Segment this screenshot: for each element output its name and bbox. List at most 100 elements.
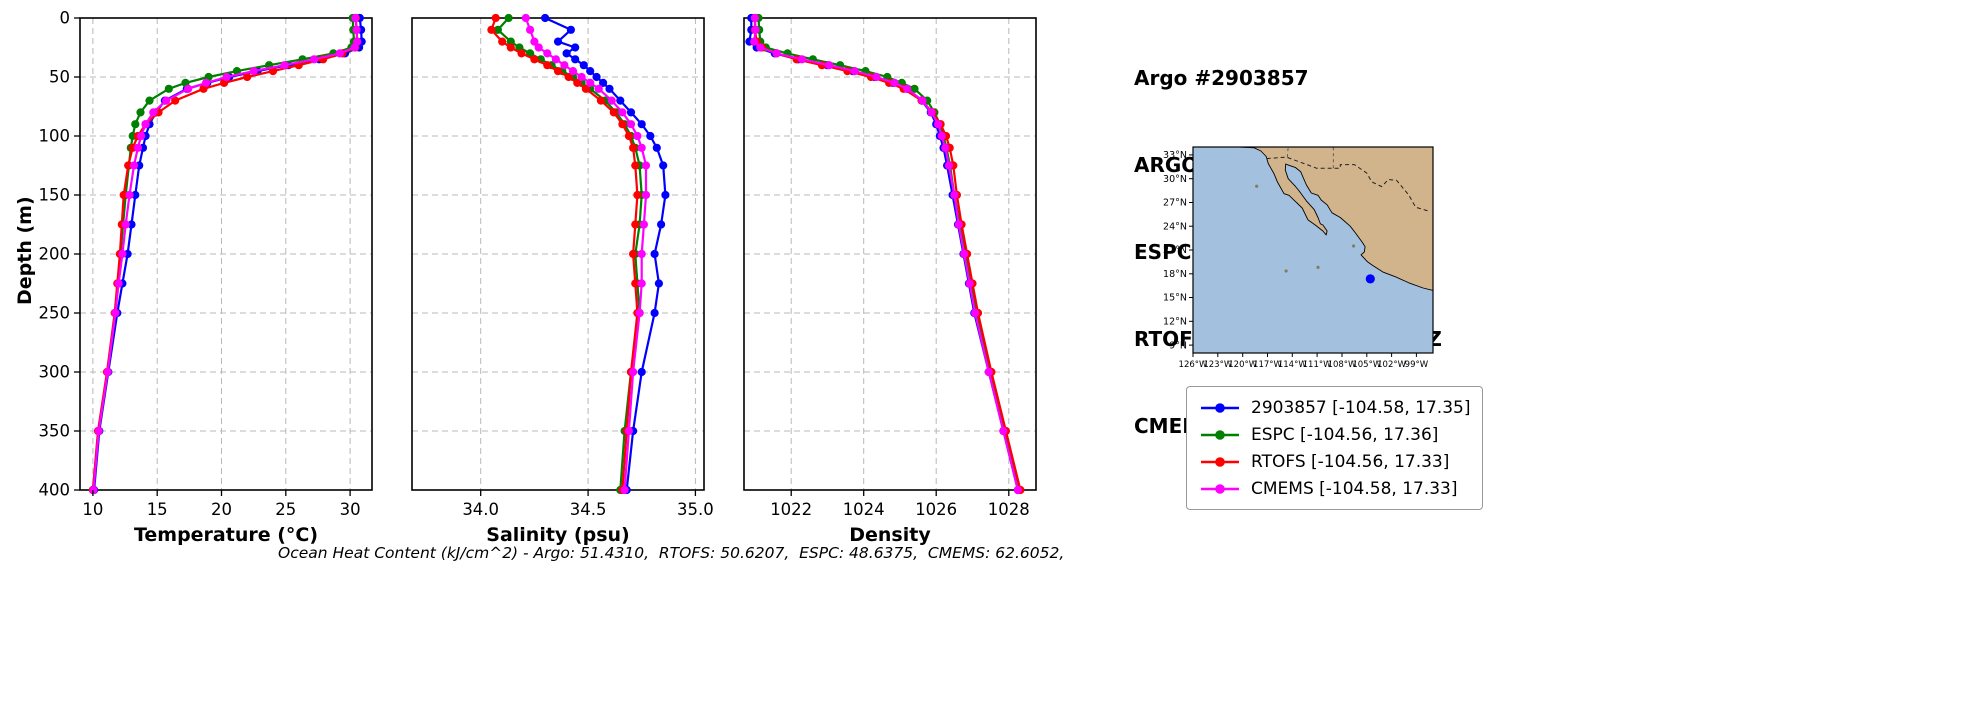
svg-text:21°N: 21°N: [1163, 245, 1187, 256]
data-point: [1013, 485, 1022, 495]
legend-marker-icon: [1201, 483, 1239, 494]
series-CMEMS: [521, 13, 651, 495]
data-point: [222, 72, 231, 82]
svg-text:300: 300: [39, 363, 71, 382]
svg-text:34.5: 34.5: [570, 500, 607, 519]
svg-text:27°N: 27°N: [1163, 198, 1187, 209]
svg-text:12°N: 12°N: [1163, 317, 1187, 328]
data-point: [581, 84, 590, 93]
density-profile-chart: 1022 1024 1026 1028 Density: [732, 10, 1050, 548]
x-axis: 34.0 34.5 35.0 Salinity (psu): [462, 490, 714, 546]
legend-label: ESPC [-104.56, 17.36]: [1251, 424, 1439, 445]
data-point: [654, 279, 663, 288]
svg-text:99°W: 99°W: [1405, 360, 1429, 370]
svg-text:15: 15: [147, 500, 168, 519]
legend: 2903857 [-104.58, 17.35] ESPC [-104.56, 1…: [1186, 386, 1484, 510]
temperature-profile-chart: 10 15 20 25 30 Temperature (°C) 0 50 100 150 200 25…: [26, 10, 386, 548]
data-point: [103, 367, 112, 377]
svg-text:126°W: 126°W: [1179, 360, 1208, 370]
legend-marker-icon: [1201, 429, 1239, 440]
svg-text:120°W: 120°W: [1228, 360, 1257, 370]
svg-text:1026: 1026: [915, 500, 957, 519]
data-point: [596, 96, 605, 105]
svg-text:250: 250: [39, 304, 71, 323]
plot-frame: [411, 17, 705, 491]
data-point: [872, 72, 881, 82]
data-point: [650, 308, 659, 318]
data-point: [751, 25, 760, 34]
data-point: [641, 161, 651, 170]
data-point: [592, 72, 601, 82]
data-point: [629, 249, 638, 259]
data-point: [927, 108, 936, 117]
data-point: [971, 308, 980, 318]
data-point: [571, 55, 580, 64]
data-point: [243, 72, 252, 82]
svg-text:34.0: 34.0: [462, 500, 499, 519]
data-point: [984, 367, 993, 377]
data-point: [637, 120, 646, 129]
data-point: [960, 249, 969, 259]
data-point: [118, 249, 127, 259]
svg-text:1024: 1024: [843, 500, 885, 519]
svg-text:10: 10: [82, 500, 103, 519]
legend-item: ESPC [-104.56, 17.36]: [1199, 421, 1470, 448]
data-point: [631, 161, 640, 170]
salinity-profile-svg: 34.0 34.5 35.0 Salinity (psu): [411, 13, 714, 546]
data-point: [335, 49, 344, 58]
data-point: [184, 84, 193, 93]
data-point: [543, 61, 552, 70]
data-point: [491, 13, 500, 23]
data-point: [850, 67, 859, 76]
data-point: [624, 426, 633, 436]
ocean-heat-content-note: Ocean Heat Content (kJ/cm^2) - Argo: 51.…: [278, 544, 1065, 562]
data-point: [594, 84, 603, 93]
data-point: [637, 279, 646, 288]
x-axis-label: Density: [849, 524, 931, 546]
svg-text:150: 150: [39, 186, 71, 205]
data-point: [171, 96, 180, 105]
data-point: [620, 485, 629, 495]
data-point: [310, 55, 319, 64]
data-point: [890, 78, 899, 87]
data-point: [609, 108, 618, 117]
legend-marker-icon: [1201, 456, 1239, 467]
map-y-axis: 9°N 12°N 15°N 18°N 21°N 24°N 27°N 30°N 33°N: [1163, 150, 1193, 351]
svg-text:50: 50: [49, 68, 70, 87]
map-island: [1284, 269, 1288, 273]
data-point: [659, 161, 668, 170]
legend-item: CMEMS [-104.58, 17.33]: [1199, 475, 1470, 502]
map-island: [1352, 244, 1356, 248]
gridlines: [80, 17, 372, 491]
svg-text:123°W: 123°W: [1203, 360, 1232, 370]
data-point: [145, 96, 154, 105]
svg-text:1028: 1028: [988, 500, 1030, 519]
salinity-profile-chart: 34.0 34.5 35.0 Salinity (psu): [400, 10, 718, 548]
map-island: [1255, 184, 1259, 188]
data-point: [635, 308, 644, 318]
x-axis: 10 15 20 25 30 Temperature (°C): [82, 490, 361, 546]
data-point: [639, 220, 648, 229]
data-point: [577, 72, 586, 82]
svg-text:0: 0: [60, 10, 71, 28]
data-point: [910, 84, 919, 93]
data-point: [562, 49, 571, 58]
data-point: [586, 78, 595, 87]
location-map: 9°N 12°N 15°N 18°N 21°N 24°N 27°N 30°N 33°N 126°W…: [1157, 142, 1441, 375]
data-point: [641, 190, 651, 200]
data-point: [941, 143, 950, 152]
svg-text:20: 20: [211, 500, 232, 519]
profile-charts: 10 15 20 25 30 Temperature (°C) 0 50 100 150 200 25…: [26, 10, 1050, 548]
x-axis-label: Salinity (psu): [486, 524, 629, 546]
data-point: [586, 67, 595, 76]
data-point: [121, 220, 130, 229]
data-point: [950, 190, 959, 200]
data-point: [797, 55, 807, 64]
data-point: [530, 55, 539, 64]
data-point: [637, 143, 646, 152]
data-point: [119, 190, 128, 200]
data-point: [487, 25, 496, 34]
data-point: [999, 426, 1008, 436]
data-point: [568, 67, 578, 76]
svg-text:35.0: 35.0: [677, 500, 714, 519]
